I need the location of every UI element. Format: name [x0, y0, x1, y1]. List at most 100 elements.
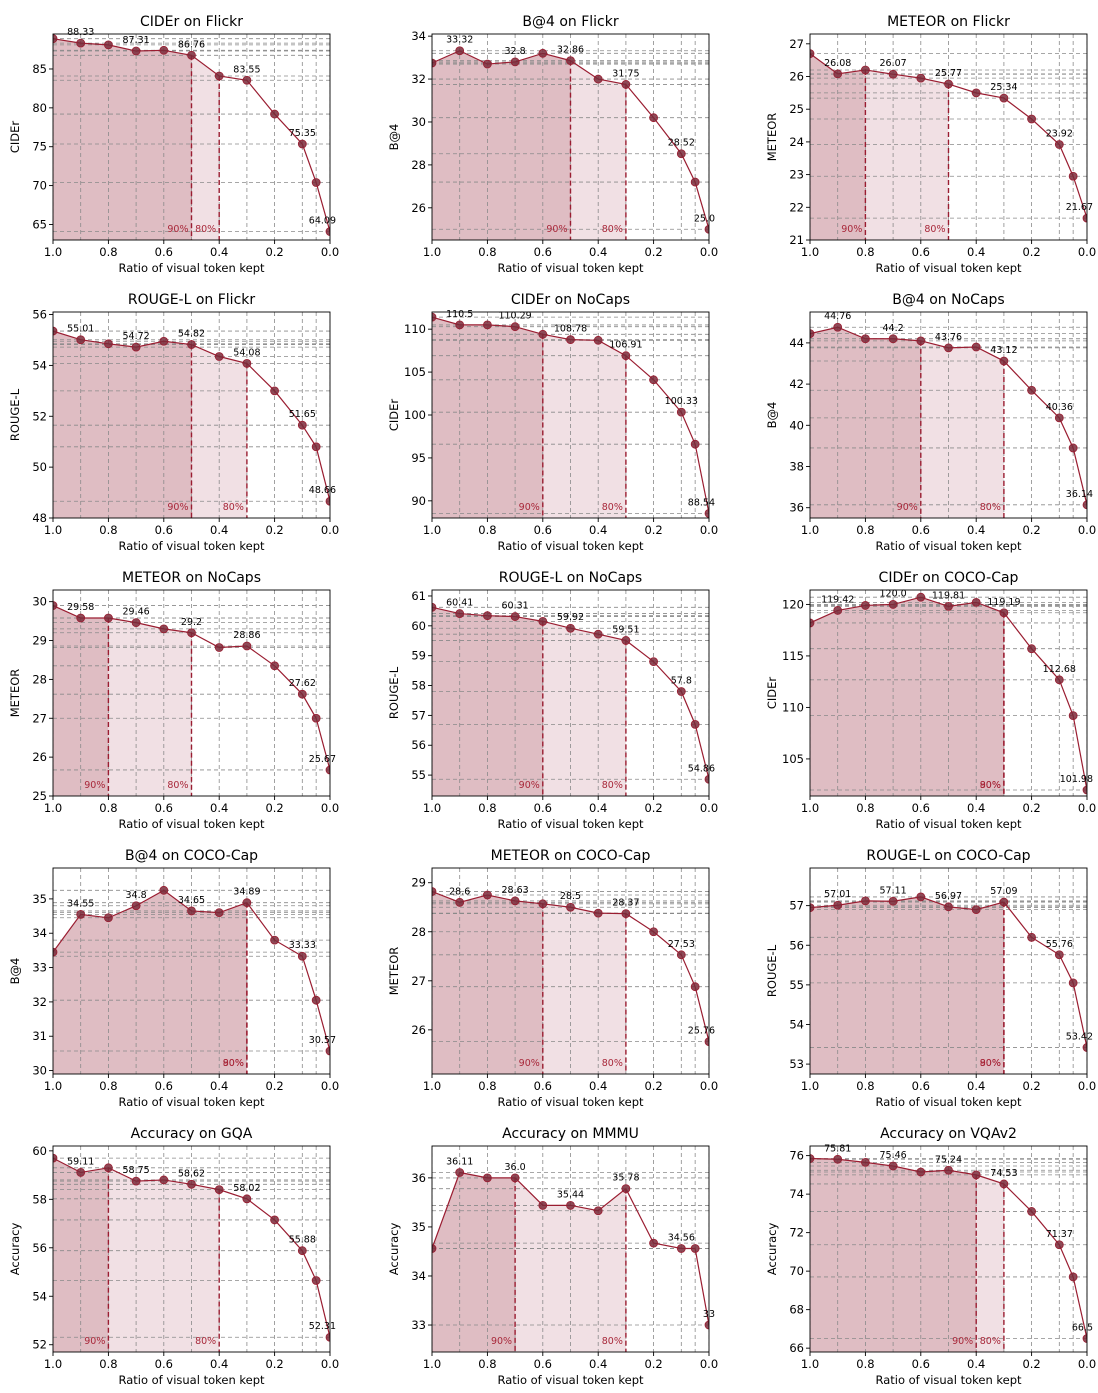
x-axis-label: Ratio of visual token kept [497, 261, 644, 275]
data-point [159, 336, 169, 346]
y-tick-label: 110 [404, 322, 426, 336]
data-point [187, 340, 196, 349]
data-point [538, 48, 548, 58]
y-tick-label: 26 [411, 1023, 426, 1037]
region-90 [810, 597, 1004, 796]
y-axis-label: ROUGE-L [387, 666, 401, 719]
data-point [649, 657, 658, 667]
x-tick-label: 0.6 [534, 1079, 552, 1093]
x-tick-label: 0.4 [210, 245, 228, 259]
data-point [810, 49, 815, 59]
data-point [944, 601, 953, 611]
data-label: 88.54 [688, 497, 715, 508]
chart-title: B@4 on COCO-Cap [125, 848, 258, 864]
x-tick-label: 0.6 [534, 801, 552, 815]
data-point [861, 601, 870, 610]
x-tick-label: 0.4 [967, 1357, 985, 1371]
data-label: 110.29 [498, 311, 531, 322]
threshold-90-label: 90% [167, 502, 188, 513]
chart-title: B@4 on NoCaps [892, 292, 1004, 308]
y-tick-label: 56 [32, 308, 47, 322]
x-tick-label: 0.2 [644, 1357, 662, 1371]
y-tick-label: 115 [782, 649, 804, 663]
data-label: 36.11 [446, 1156, 473, 1167]
data-label: 54.08 [233, 347, 260, 358]
y-tick-label: 26 [789, 70, 804, 84]
data-point [810, 1154, 815, 1163]
data-point [482, 320, 492, 330]
data-point [1068, 978, 1078, 988]
data-point [325, 496, 330, 506]
x-tick-label: 0.8 [99, 523, 117, 537]
plot-area: 90%80% [810, 34, 1087, 240]
region-90 [810, 327, 921, 518]
data-point [690, 1244, 700, 1253]
data-point [1027, 932, 1036, 942]
y-tick-label: 55 [411, 768, 426, 782]
y-axis-label: CIDEr [8, 121, 22, 154]
data-label: 101.98 [1060, 774, 1093, 785]
data-point [104, 913, 113, 923]
x-axis-label: Ratio of visual token kept [497, 1373, 644, 1387]
series-line [53, 889, 330, 1052]
data-point [214, 643, 224, 652]
data-point [971, 342, 981, 352]
chart-title: Accuracy on MMMU [502, 1126, 639, 1142]
series-line [810, 1157, 1087, 1339]
data-point [999, 897, 1009, 907]
data-label: 54.86 [688, 763, 715, 774]
data-label: 36.0 [505, 1162, 526, 1173]
region-90 [53, 38, 192, 240]
data-point [311, 713, 321, 723]
y-tick-label: 80 [32, 101, 47, 115]
data-point [676, 1244, 686, 1253]
data-point [76, 1168, 86, 1177]
y-tick-label: 56 [411, 738, 426, 752]
series-line [432, 316, 709, 514]
data-point [76, 613, 86, 623]
y-tick-label: 95 [411, 451, 426, 465]
y-tick-label: 27 [411, 974, 426, 988]
y-tick-label: 35 [32, 892, 47, 906]
chart-panel: 90% 80% 55.01 54.72 54.82 54.08 51.65 48.66 1.0 0… [8, 292, 339, 553]
x-tick-label: 0.0 [700, 801, 718, 815]
x-tick-label: 0.0 [700, 1079, 718, 1093]
data-point [311, 1276, 321, 1285]
y-tick-label: 33 [32, 961, 47, 975]
y-tick-label: 33 [411, 1318, 426, 1332]
data-point [971, 88, 981, 98]
data-label: 40.36 [1046, 402, 1073, 413]
x-axis-label: Ratio of visual token kept [497, 539, 644, 553]
data-label: 25.34 [990, 82, 1017, 93]
data-point [999, 356, 1009, 366]
data-point [888, 1161, 898, 1171]
x-axis-label: Ratio of visual token kept [118, 261, 265, 275]
x-axis-label: Ratio of visual token kept [875, 261, 1022, 275]
x-tick-label: 0.8 [478, 1079, 496, 1093]
threshold-90-label: 90% [897, 502, 918, 513]
data-point [482, 1173, 492, 1183]
y-tick-label: 21 [789, 233, 804, 247]
x-tick-label: 1.0 [44, 801, 62, 815]
x-axis-label: Ratio of visual token kept [875, 1095, 1022, 1109]
plot-area: 90%80% [810, 1146, 1087, 1352]
chart-panel: 90% 80% 33.32 32.8 32.86 31.75 28.52 25.0 1.0 0.8… [387, 14, 718, 275]
data-point [455, 609, 465, 618]
y-tick-label: 57 [411, 708, 426, 722]
data-label: 119.42 [821, 594, 854, 605]
y-tick-label: 34 [32, 926, 47, 940]
x-tick-label: 0.4 [589, 801, 607, 815]
data-label: 58.62 [178, 1168, 205, 1179]
threshold-90-label: 90% [84, 780, 105, 791]
plot-area: 90%80% [432, 34, 709, 240]
data-point [916, 73, 926, 83]
series-line [810, 596, 1087, 791]
data-point [432, 58, 437, 68]
y-tick-label: 55 [789, 978, 804, 992]
data-point [690, 719, 700, 729]
threshold-80-label: 80% [195, 1336, 216, 1347]
plot-area: 90%80% [810, 590, 1087, 796]
data-label: 28.52 [668, 138, 695, 149]
data-label: 30.57 [309, 1035, 336, 1046]
chart-title: ROUGE-L on COCO-Cap [866, 848, 1030, 864]
